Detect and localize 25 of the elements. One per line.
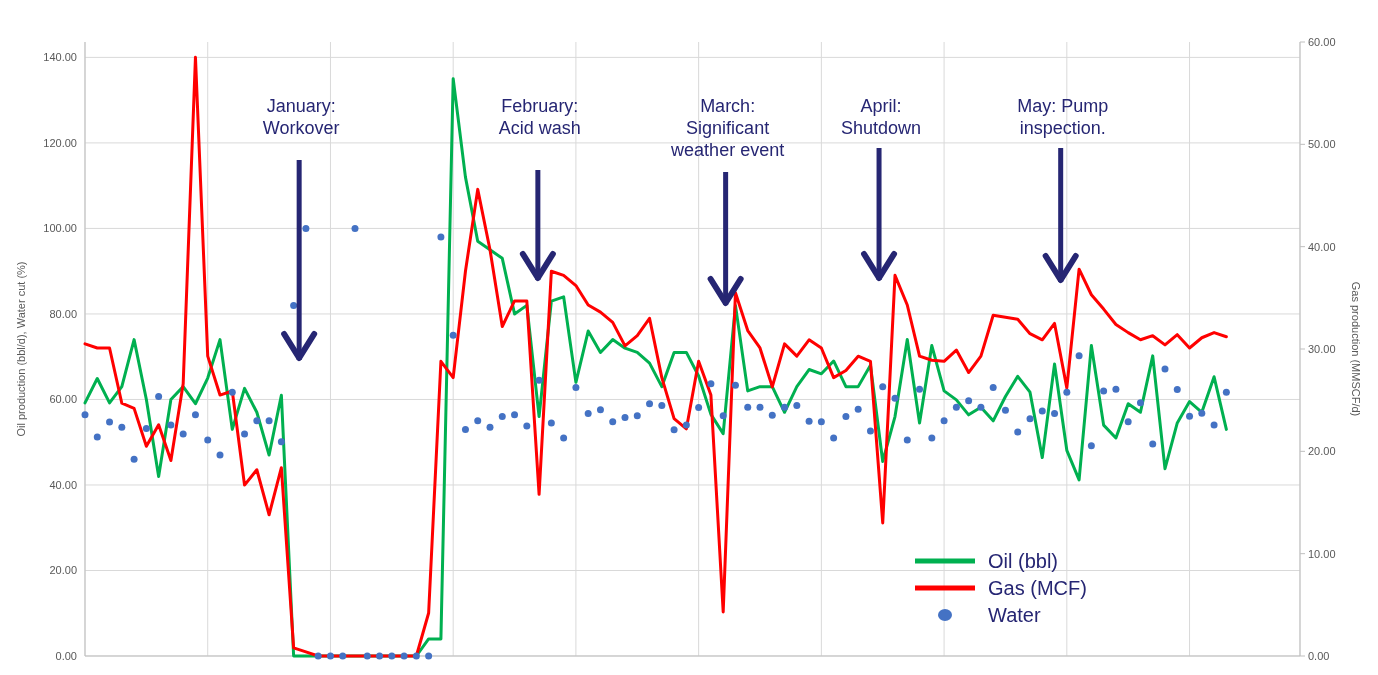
y2-tick-label: 30.00: [1308, 342, 1336, 355]
y-axis-title: Oil production (bbl/d), Water cut (%): [15, 261, 27, 437]
annotation: January: Workover: [262, 96, 340, 138]
legend-label: Water: [988, 604, 1041, 626]
y-tick-label: 120.00: [43, 136, 77, 149]
legend-label: Gas (MCF): [988, 577, 1087, 599]
y-tick-label: 40.00: [49, 478, 77, 491]
y2-tick-label: 20.00: [1308, 445, 1336, 458]
y2-tick-label: 50.00: [1308, 138, 1336, 151]
y2-tick-label: 40.00: [1308, 240, 1336, 253]
y-tick-label: 20.00: [49, 564, 77, 577]
legend-label: Oil (bbl): [988, 550, 1059, 572]
y2-tick-label: 10.00: [1308, 547, 1336, 560]
annotation: May: Pump inspection.: [1017, 96, 1109, 138]
annotation: February: Acid wash: [498, 96, 581, 138]
y-tick-label: 100.00: [43, 222, 77, 235]
y2-tick-label: 0.00: [1308, 649, 1330, 662]
y2-axis-title: Gas production (MMSCF/d): [1350, 281, 1362, 417]
y-tick-label: 140.00: [43, 51, 77, 64]
y-tick-label: 60.00: [49, 393, 77, 406]
y2-tick-label: 60.00: [1308, 35, 1336, 48]
y-tick-label: 0.00: [55, 649, 77, 662]
y-tick-label: 80.00: [49, 307, 77, 320]
annotation: April: Shutdown: [841, 96, 922, 138]
annotation: March: Significant weather event: [670, 96, 785, 160]
